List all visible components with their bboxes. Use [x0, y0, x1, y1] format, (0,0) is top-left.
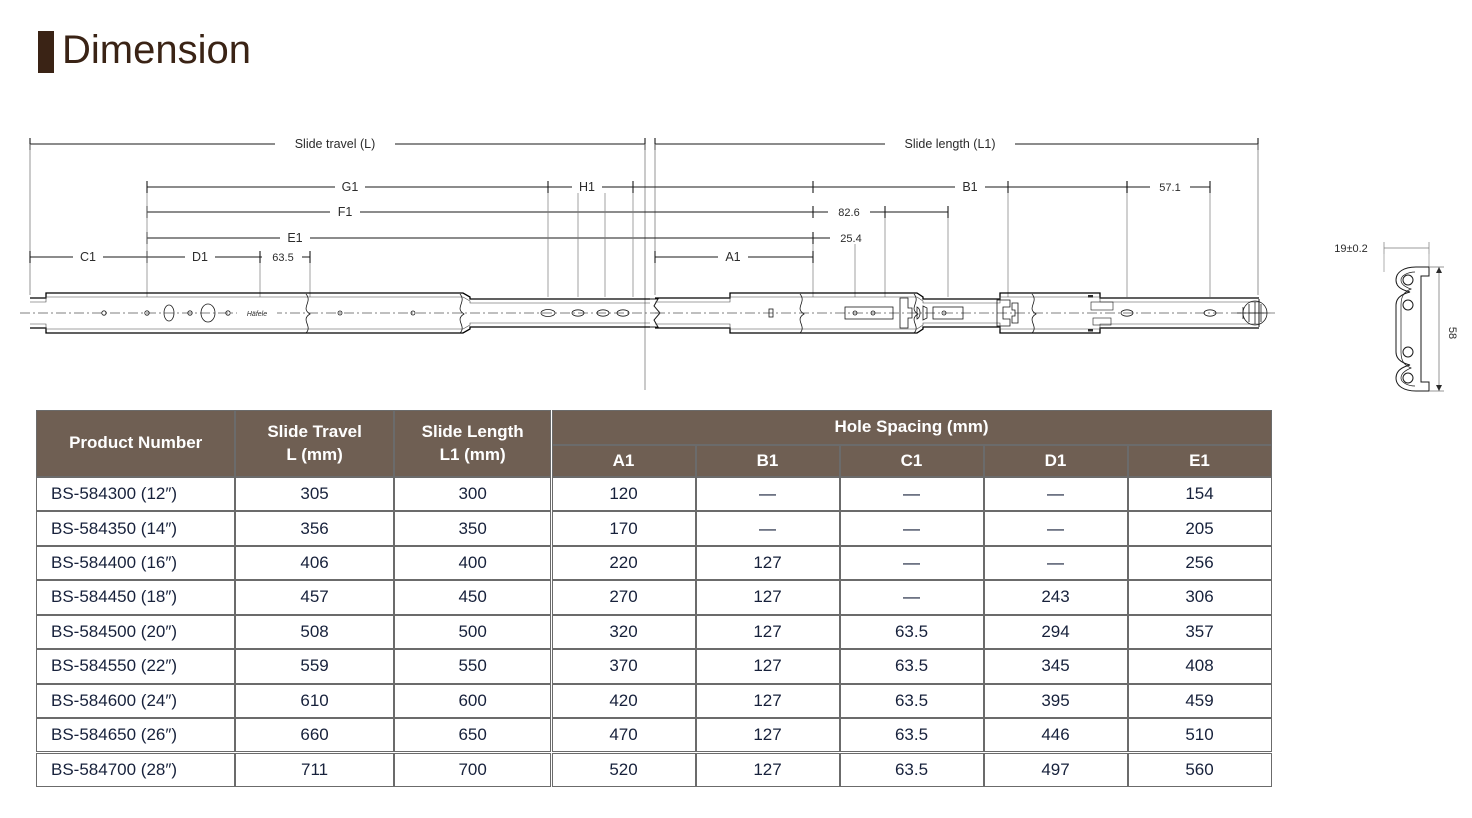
- svg-text:25.4: 25.4: [840, 233, 861, 245]
- svg-text:82.6: 82.6: [838, 207, 859, 219]
- svg-text:57.1: 57.1: [1159, 182, 1180, 194]
- svg-text:G1: G1: [342, 180, 359, 194]
- svg-text:A1: A1: [725, 250, 740, 264]
- svg-text:19±0.2: 19±0.2: [1334, 243, 1368, 255]
- svg-text:Häfele: Häfele: [247, 311, 267, 318]
- svg-text:H1: H1: [579, 180, 595, 194]
- svg-text:E1: E1: [287, 231, 302, 245]
- svg-text:C1: C1: [80, 250, 96, 264]
- svg-text:D1: D1: [192, 250, 208, 264]
- svg-text:F1: F1: [338, 205, 353, 219]
- svg-text:58: 58: [1446, 327, 1458, 339]
- svg-text:Slide length (L1): Slide length (L1): [904, 137, 995, 151]
- svg-text:63.5: 63.5: [272, 252, 293, 264]
- svg-text:Slide travel (L): Slide travel (L): [295, 137, 376, 151]
- svg-text:B1: B1: [962, 180, 977, 194]
